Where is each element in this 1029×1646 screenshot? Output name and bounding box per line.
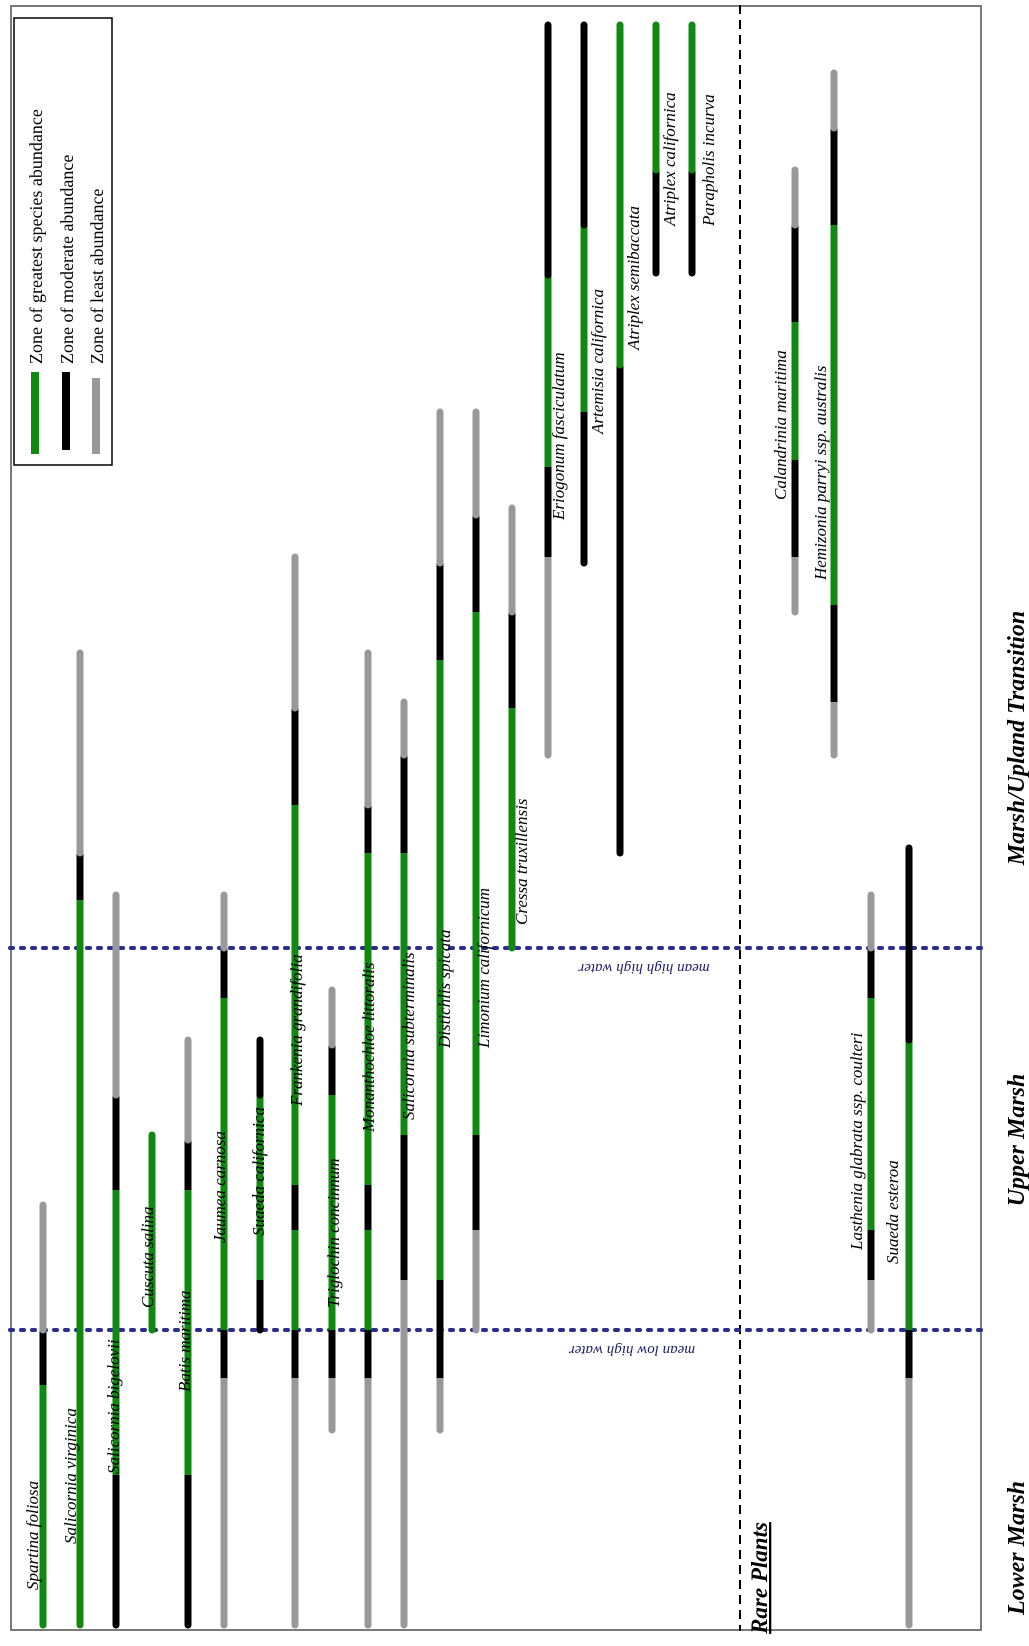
rare-species-label: Suaeda esteroa [883,1160,902,1264]
rare-species-label: Lasthenia glabrata ssp. coulteri [847,1032,866,1251]
rare-species-label: Hemizonia parryi ssp. australis [811,365,830,581]
diagram-frame [10,5,982,1631]
species-label: Artemisia californica [588,289,607,435]
species-label: Limonium californicum [474,888,493,1049]
species-labels: Spartina foliosa Salicornia virginica Sa… [23,92,718,1590]
legend-label-least: Zone of least abundance [87,189,107,364]
species-label: Spartina foliosa [23,1481,42,1590]
species-label: Atriplex californica [660,92,679,227]
legend-label-moderate: Zone of moderate abundance [57,155,77,364]
species-label: Distichlis spicata [435,929,454,1049]
species-label: Triglochin concinnum [324,1158,343,1308]
species-label: Monanthochloe littoralis [359,962,378,1133]
species-label: Eriogonum fasciculatum [549,352,568,521]
species-label: Jaumea carnosa [210,1131,229,1243]
rare-species-label: Calandrinia maritima [771,350,790,500]
species-bars [39,21,913,1629]
species-label: Cressa truxillensis [512,798,531,925]
species-label: Parapholis incurva [699,94,718,227]
species-label: Suaeda californica [249,1107,268,1236]
rare-species-labels: Calandrinia maritima Hemizonia parryi ss… [771,350,902,1264]
mean-low-high-water-label: mean low high water [569,1342,695,1358]
legend: Zone of greatest species abundance Zone … [13,17,113,466]
rare-plants-label: Rare Plants [747,1522,772,1635]
species-label: Salicornia virginica [61,1408,80,1544]
species-label: Cuscuta salina [138,1206,157,1308]
zone-label-transition: Marsh/Upland Transition [1004,611,1029,867]
species-label: Salicornia bigelovii [104,1339,123,1474]
zone-label-lower-marsh: Lower Marsh [1004,1481,1029,1616]
species-label: Batis maritima [175,1290,194,1392]
species-label: Atriplex semibaccata [624,206,643,351]
legend-label-greatest: Zone of greatest species abundance [26,109,46,364]
mean-high-high-water-label: mean high high water [578,960,709,976]
species-label: Frankenia grandifolia [287,954,306,1107]
zone-label-upper-marsh: Upper Marsh [1004,1074,1029,1207]
species-label: Salicornia subterminalis [399,952,418,1120]
